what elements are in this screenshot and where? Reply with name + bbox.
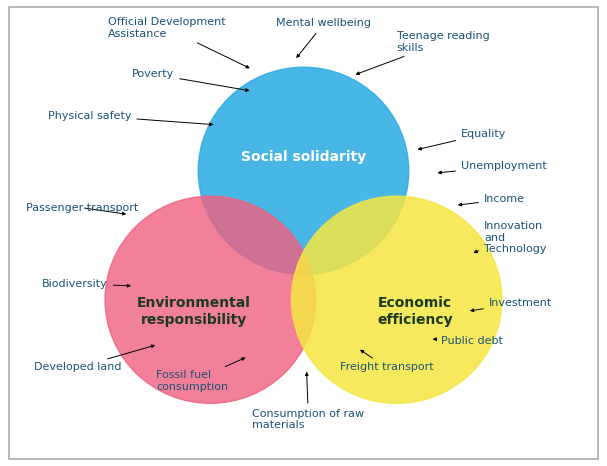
Text: Innovation
and
Technology: Innovation and Technology — [474, 221, 546, 254]
Text: Freight transport: Freight transport — [339, 350, 433, 372]
Text: Equality: Equality — [419, 129, 506, 150]
Text: Environmental
responsibility: Environmental responsibility — [137, 295, 251, 327]
Text: Social solidarity: Social solidarity — [241, 150, 366, 164]
Text: Consumption of raw
materials: Consumption of raw materials — [253, 373, 364, 430]
Text: Official Development
Assistance: Official Development Assistance — [108, 17, 249, 68]
Text: Unemployment: Unemployment — [438, 161, 547, 174]
Text: Passenger transport: Passenger transport — [25, 203, 138, 215]
Text: Income: Income — [459, 194, 525, 206]
Ellipse shape — [105, 196, 316, 404]
Ellipse shape — [198, 67, 409, 274]
Ellipse shape — [291, 196, 502, 404]
Text: Fossil fuel
consumption: Fossil fuel consumption — [156, 358, 245, 392]
Text: Poverty: Poverty — [132, 69, 248, 91]
Text: Public debt: Public debt — [433, 336, 503, 346]
Text: Developed land: Developed land — [34, 345, 154, 372]
Text: Mental wellbeing: Mental wellbeing — [276, 19, 371, 57]
Text: Investment: Investment — [471, 298, 552, 312]
Text: Economic
efficiency: Economic efficiency — [377, 295, 453, 327]
Text: Teenage reading
skills: Teenage reading skills — [356, 31, 489, 75]
Text: Physical safety: Physical safety — [48, 110, 212, 126]
Text: Biodiversity: Biodiversity — [42, 279, 130, 288]
